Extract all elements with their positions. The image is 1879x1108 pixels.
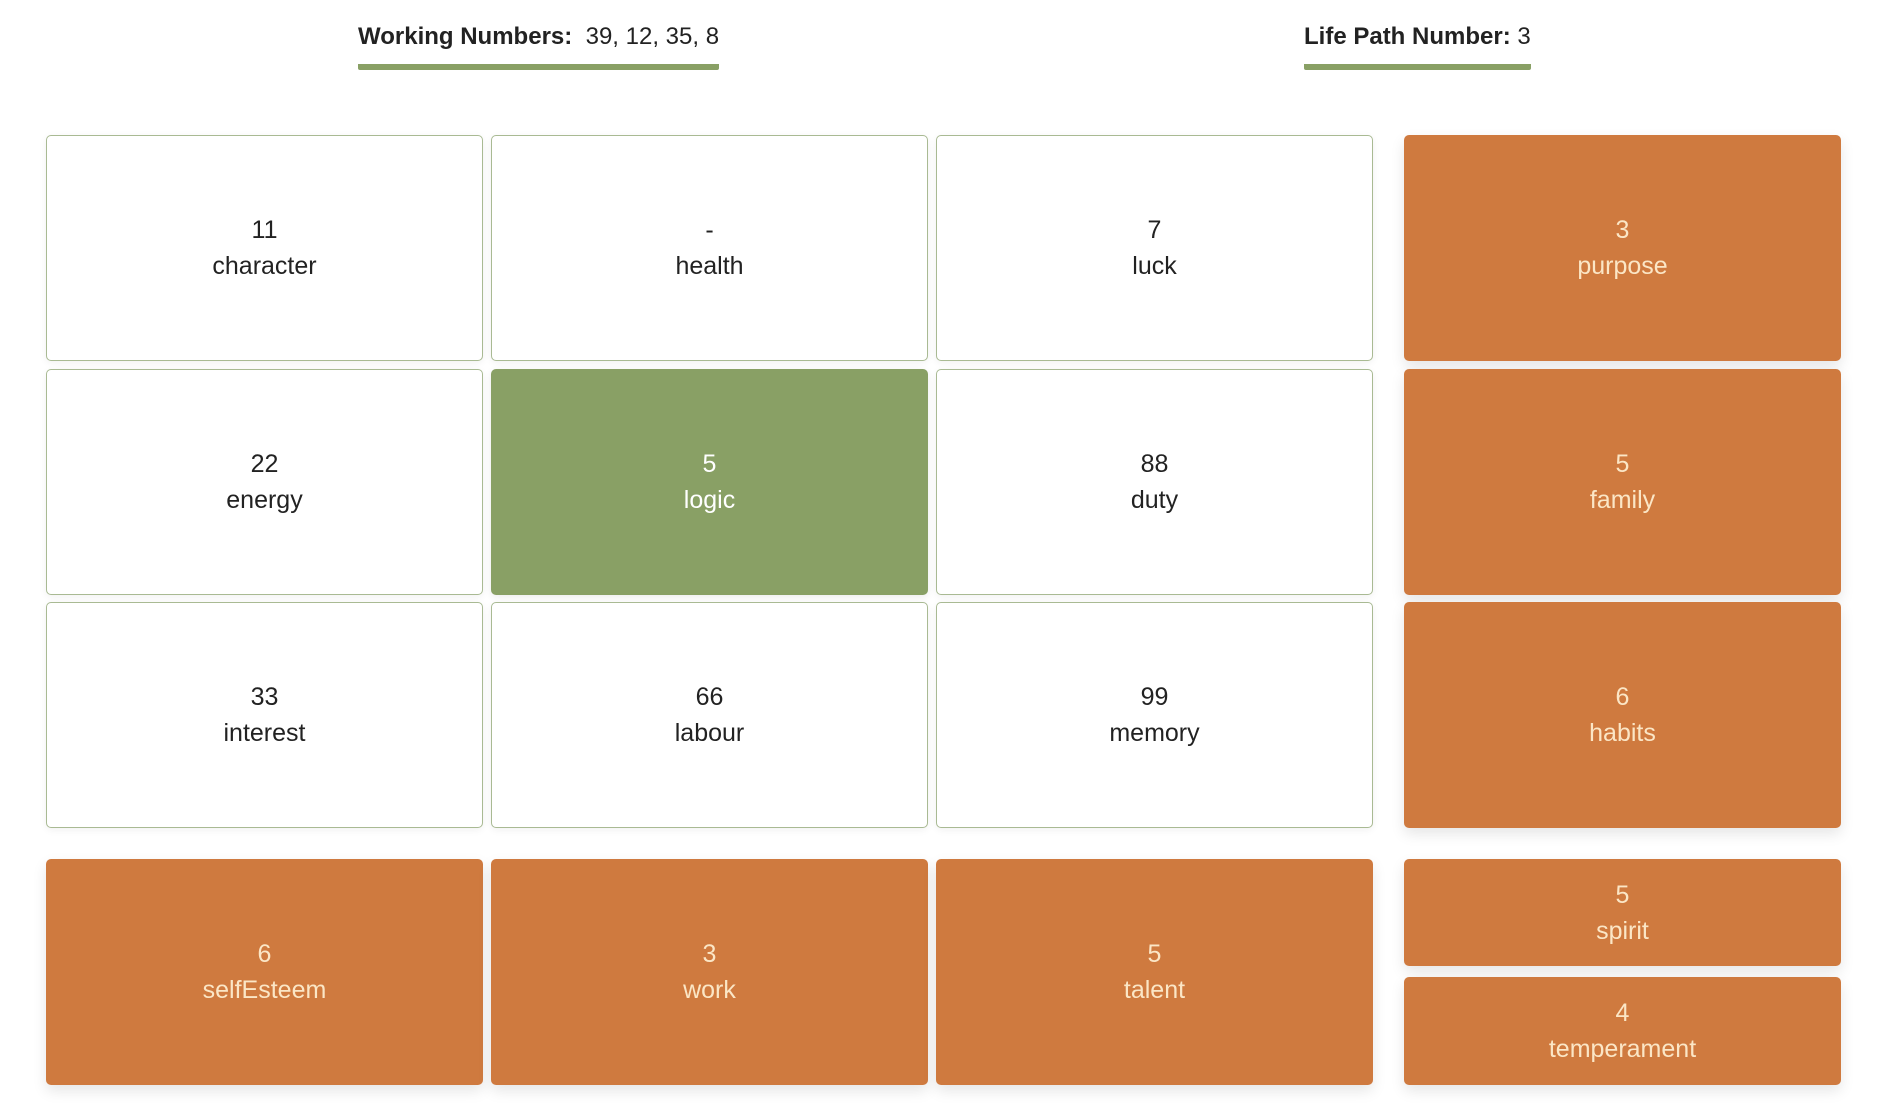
cell-label: logic [683,486,736,514]
cell-interest[interactable]: 33 interest [46,602,483,828]
cell-value: 5 [1615,450,1630,478]
cell-value: 5 [702,450,717,478]
cell-value: 5 [1147,940,1162,968]
cell-value: 66 [695,683,724,711]
cell-label: purpose [1577,252,1668,280]
cell-value: 6 [1615,683,1630,711]
cell-label: spirit [1596,916,1649,945]
cell-label: memory [1109,719,1200,747]
cell-health[interactable]: - health [491,135,928,361]
cell-value: 5 [1615,880,1630,909]
cell-temperament[interactable]: 4 temperament [1404,977,1841,1085]
cell-label: health [675,252,744,280]
cell-family[interactable]: 5 family [1404,369,1841,595]
cell-label: family [1589,486,1656,514]
cell-labour[interactable]: 66 labour [491,602,928,828]
cell-value: 6 [257,940,272,968]
cell-value: 22 [250,450,279,478]
working-numbers-header: Working Numbers: 39, 12, 35, 8 [358,22,720,70]
cell-energy[interactable]: 22 energy [46,369,483,595]
cell-luck[interactable]: 7 luck [936,135,1373,361]
cell-label: interest [223,719,306,747]
cell-label: luck [1132,252,1177,280]
cell-purpose[interactable]: 3 purpose [1404,135,1841,361]
cell-label: labour [674,719,745,747]
cell-label: temperament [1548,1035,1697,1063]
cell-spirit[interactable]: 5 spirit [1404,859,1841,966]
cell-label: habits [1589,719,1656,747]
cell-value: 99 [1140,683,1169,711]
life-path-value: 3 [1517,23,1531,50]
cell-habits[interactable]: 6 habits [1404,602,1841,828]
cell-value: 3 [702,940,717,968]
life-path-label: Life Path Number: [1304,23,1511,50]
cell-label: talent [1123,976,1186,1004]
cell-work[interactable]: 3 work [491,859,928,1085]
cell-duty[interactable]: 88 duty [936,369,1373,595]
cell-value: 88 [1140,450,1169,478]
cell-label: character [212,252,317,280]
cell-logic[interactable]: 5 logic [491,369,928,595]
cell-selfesteem[interactable]: 6 selfEsteem [46,859,483,1085]
cell-value: - [705,216,714,244]
working-numbers-label: Working Numbers: [358,23,573,50]
working-numbers-value: 39, 12, 35, 8 [585,23,720,50]
cell-label: work [683,976,736,1004]
life-path-header: Life Path Number: 3 [1304,22,1531,70]
cell-value: 11 [251,216,278,244]
cell-character[interactable]: 11 character [46,135,483,361]
cell-value: 7 [1147,216,1162,244]
cell-value: 3 [1615,216,1630,244]
cell-memory[interactable]: 99 memory [936,602,1373,828]
cell-label: duty [1130,486,1179,514]
cell-value: 33 [250,683,279,711]
cell-label: selfEsteem [202,976,327,1004]
cell-talent[interactable]: 5 talent [936,859,1373,1085]
cell-label: energy [226,486,303,514]
cell-value: 4 [1615,999,1630,1027]
